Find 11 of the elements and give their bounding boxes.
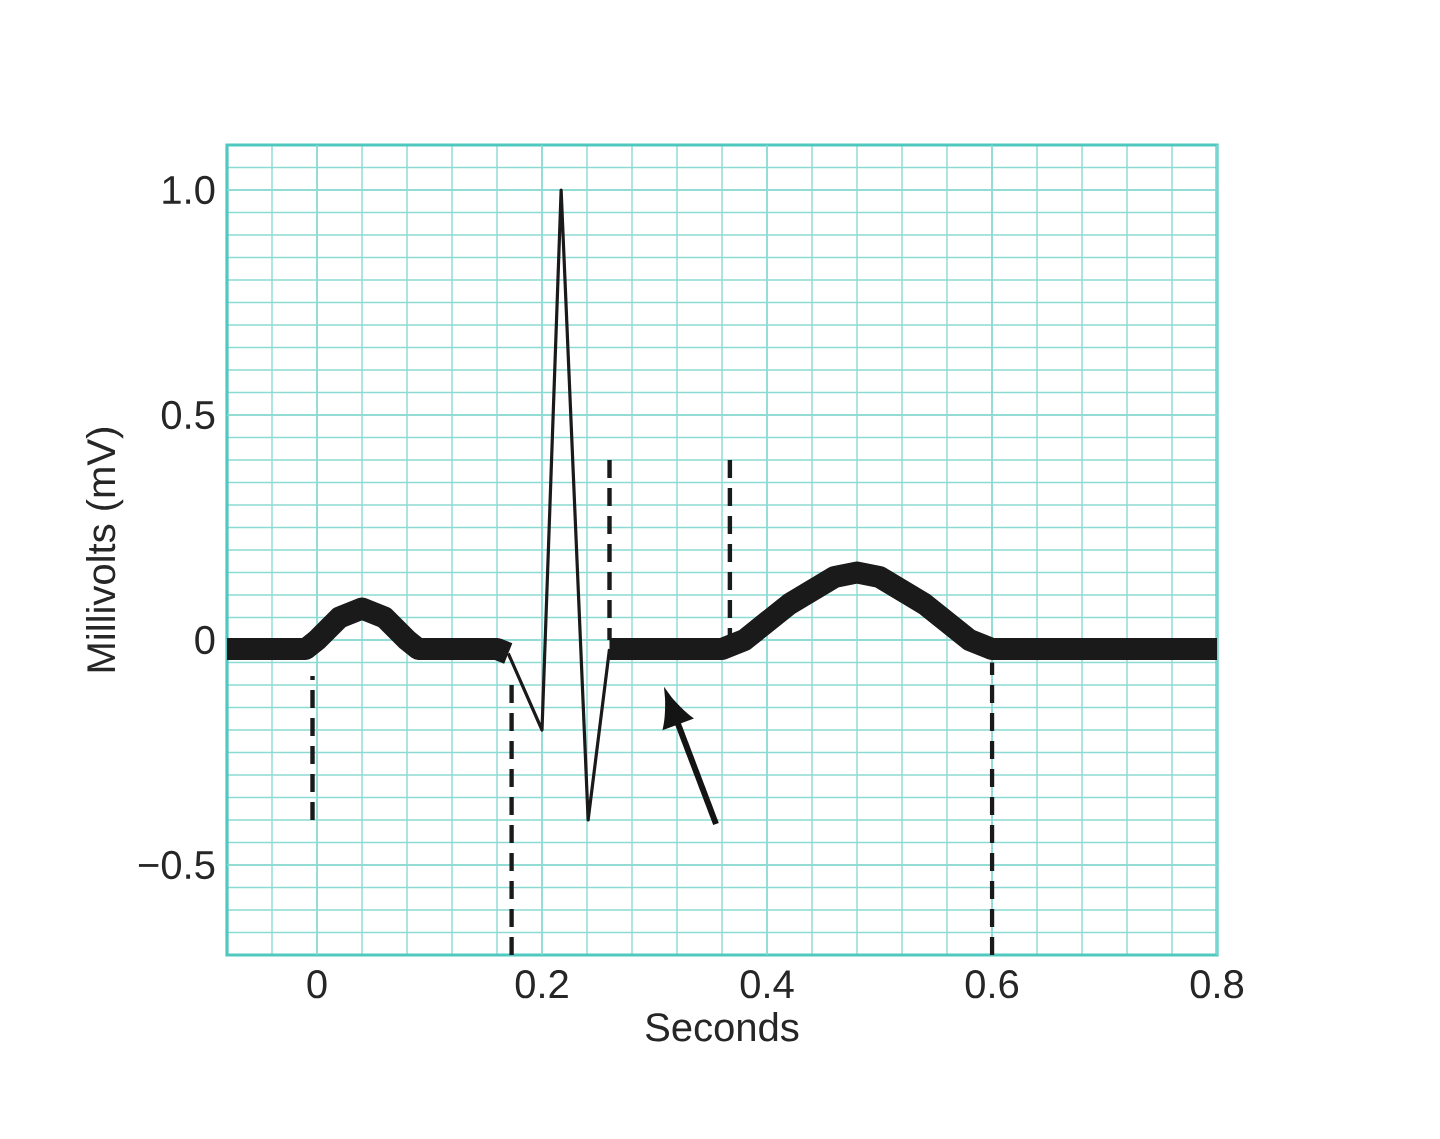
x-tick-label: 0.4 <box>740 970 794 999</box>
x-tick-label: 0.2 <box>515 970 568 999</box>
x-tick-label: 0.6 <box>965 970 1019 999</box>
x-tick-label: 0.8 <box>1190 970 1244 999</box>
y-tick-label: 0 <box>195 625 215 655</box>
y-axis-title: Millivolts (mV) <box>85 428 124 672</box>
y-tick-label: −0.5 <box>138 850 215 880</box>
y-tick-label: 0.5 <box>161 400 215 430</box>
x-axis-title: Seconds <box>645 1012 799 1042</box>
y-tick-label: 1.0 <box>163 175 215 205</box>
x-tick-label: 0 <box>307 970 327 999</box>
